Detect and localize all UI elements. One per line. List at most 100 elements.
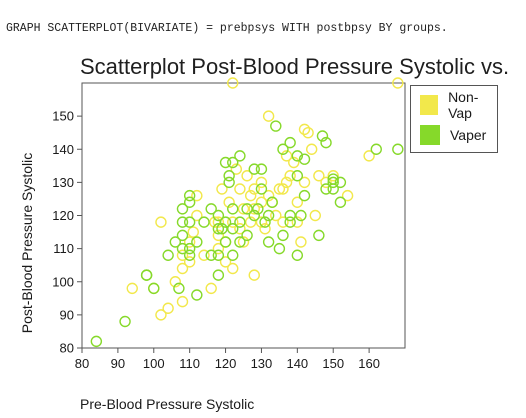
data-point-non-vap xyxy=(392,77,404,89)
data-point-non-vap xyxy=(305,143,318,155)
data-point-non-vap xyxy=(255,196,268,208)
data-point-non-vap xyxy=(248,183,260,195)
data-point-vaper xyxy=(234,236,246,248)
data-point-non-vap xyxy=(176,249,189,261)
data-point-vaper xyxy=(298,153,311,165)
data-point-non-vap xyxy=(241,170,253,182)
data-point-vaper xyxy=(183,196,196,208)
data-point-vaper xyxy=(248,209,260,222)
data-point-vaper xyxy=(223,170,235,182)
data-point-vaper xyxy=(298,189,311,202)
data-point-non-vap xyxy=(298,123,311,136)
data-point-vaper xyxy=(219,156,232,169)
y-tick-label: 80 xyxy=(60,341,74,356)
data-point-vaper xyxy=(255,163,268,175)
data-point-vaper xyxy=(212,209,225,222)
data-point-vaper xyxy=(223,176,235,189)
data-point-non-vap xyxy=(162,302,174,314)
y-tick-label: 110 xyxy=(53,241,74,256)
data-point-non-vap xyxy=(309,209,321,222)
data-point-vaper xyxy=(183,242,196,255)
data-point-non-vap xyxy=(320,176,332,189)
data-point-non-vap xyxy=(255,176,268,189)
data-point-vaper xyxy=(370,143,382,155)
data-point-non-vap xyxy=(237,236,250,248)
data-point-vaper xyxy=(262,236,275,248)
data-point-non-vap xyxy=(341,189,354,202)
data-point-vaper xyxy=(90,335,103,348)
data-point-non-vap xyxy=(176,295,189,308)
x-tick-label: 120 xyxy=(215,356,237,371)
data-point-non-vap xyxy=(363,150,375,162)
x-tick-label: 110 xyxy=(179,356,200,371)
data-point-vaper xyxy=(266,196,278,208)
data-point-vaper xyxy=(205,249,217,261)
legend-swatch-non-vap xyxy=(420,95,439,115)
data-point-non-vap xyxy=(313,170,325,182)
data-point-vaper xyxy=(140,269,153,281)
data-point-non-vap xyxy=(227,262,239,275)
data-point-non-vap xyxy=(209,216,221,228)
data-point-non-vap xyxy=(223,196,235,208)
data-point-non-vap xyxy=(327,170,339,182)
data-point-non-vap xyxy=(216,183,228,195)
data-point-non-vap xyxy=(262,189,275,202)
data-point-vaper xyxy=(219,216,232,228)
data-point-non-vap xyxy=(212,242,225,255)
legend-label-non-vap: Non-Vap xyxy=(448,89,479,121)
data-point-non-vap xyxy=(219,256,232,268)
data-point-non-vap xyxy=(155,309,167,321)
x-tick-label: 100 xyxy=(143,356,165,371)
data-point-non-vap xyxy=(191,209,203,222)
y-tick-label: 120 xyxy=(52,208,74,223)
legend-item-vaper: Vaper xyxy=(420,125,486,145)
data-point-non-vap xyxy=(183,236,196,248)
data-point-non-vap xyxy=(169,276,182,288)
data-point-non-vap xyxy=(262,110,275,122)
data-point-non-vap xyxy=(191,189,203,202)
syntax-command-line: GRAPH SCATTERPLOT(BIVARIATE) = prebpsys … xyxy=(6,22,448,35)
data-point-non-vap xyxy=(291,216,304,228)
y-tick-label: 90 xyxy=(60,307,74,322)
data-point-non-vap xyxy=(230,163,243,175)
data-point-non-vap xyxy=(212,229,225,242)
data-point-vaper xyxy=(273,242,286,255)
y-tick-label: 130 xyxy=(52,175,74,190)
data-point-non-vap xyxy=(183,256,196,268)
data-point-vaper xyxy=(216,223,228,235)
data-point-non-vap xyxy=(288,156,300,169)
data-point-non-vap xyxy=(302,126,314,139)
data-point-vaper xyxy=(320,183,332,195)
data-point-vaper xyxy=(241,229,253,242)
data-point-vaper xyxy=(277,143,289,155)
data-point-vaper xyxy=(148,282,160,295)
x-tick-label: 130 xyxy=(251,356,273,371)
data-point-non-vap xyxy=(244,216,257,228)
data-point-non-vap xyxy=(227,216,239,228)
data-point-non-vap xyxy=(244,189,257,202)
data-point-vaper xyxy=(241,203,253,215)
x-tick-label: 140 xyxy=(286,356,308,371)
data-point-non-vap xyxy=(280,150,293,162)
data-point-vaper xyxy=(252,203,264,215)
data-point-vaper xyxy=(248,163,260,175)
data-point-vaper xyxy=(262,209,275,222)
data-point-vaper xyxy=(334,176,347,189)
data-point-vaper xyxy=(284,209,296,222)
data-point-vaper xyxy=(295,209,307,222)
data-point-vaper xyxy=(255,183,268,195)
data-point-non-vap xyxy=(126,282,138,295)
y-tick-label: 100 xyxy=(52,274,74,289)
data-point-non-vap xyxy=(273,183,286,195)
data-point-vaper xyxy=(176,242,189,255)
data-point-non-vap xyxy=(237,203,250,215)
data-point-vaper xyxy=(234,150,246,162)
data-point-vaper xyxy=(183,249,196,261)
data-point-vaper xyxy=(327,176,339,189)
data-point-non-vap xyxy=(291,196,304,208)
data-point-non-vap xyxy=(295,236,307,248)
data-point-non-vap xyxy=(259,223,271,235)
data-point-vaper xyxy=(327,173,339,185)
data-point-vaper xyxy=(162,249,174,261)
data-point-non-vap xyxy=(298,176,311,189)
